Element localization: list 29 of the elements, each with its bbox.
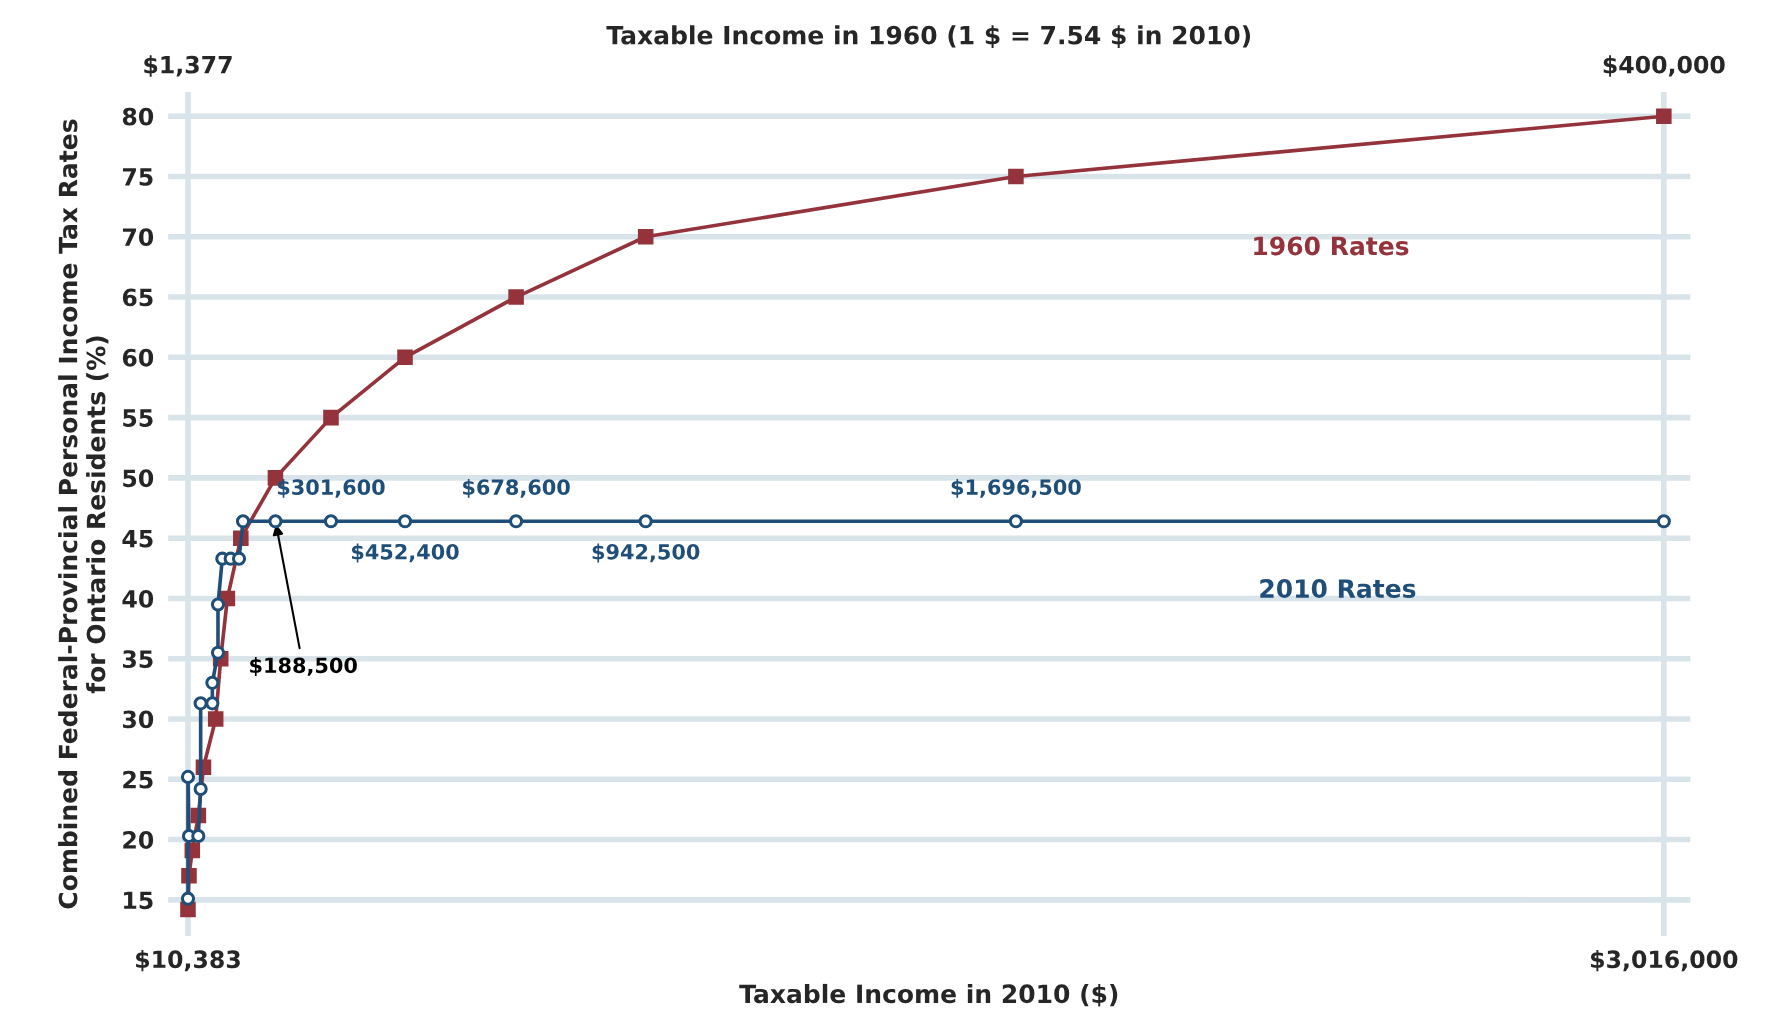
y-tick-label: 55 <box>123 409 153 427</box>
text: 2010 Rates <box>1260 579 1416 598</box>
y-tick-label: 80 <box>122 107 154 126</box>
annotation: $1,696,500 <box>951 478 1081 498</box>
y-tick-label: 15 <box>124 891 153 910</box>
x-tick-label: $10,383 <box>136 949 240 972</box>
x2-axis-title: Taxable Income in 1960 (1 $ = 7.54 $ in 2010) <box>606 25 1251 48</box>
y-tick-label: 60 <box>122 348 154 367</box>
y-tick-label: 25 <box>123 770 153 789</box>
x-axis-title: Taxable Income in 2010 ($) <box>739 983 1118 1007</box>
annotation: $678,600 <box>463 478 570 498</box>
annotation: $188,500 <box>250 657 357 676</box>
y-tick-label: 65 <box>122 288 153 307</box>
y-axis-title: Combined Federal-Provincial Personal Income Tax Rates for Ontario Residents (%) <box>58 119 109 909</box>
y-tick-label: 20 <box>123 831 154 849</box>
x2-tick-label: $1,377 <box>144 55 232 77</box>
y-tick-label: 50 <box>123 469 154 488</box>
x2-tick-label: $400,000 <box>1603 55 1725 77</box>
text: 1960 Rates <box>1254 236 1409 256</box>
y-tick-label: 45 <box>122 529 153 548</box>
y-tick-label: 40 <box>122 589 154 608</box>
annotation: $942,500 <box>592 543 700 563</box>
y-tick-label: 30 <box>122 710 154 729</box>
annotation: $452,400 <box>351 543 459 563</box>
annotation: $301,600 <box>277 478 385 498</box>
y-tick-label: 75 <box>122 168 153 186</box>
y-tick-label: 35 <box>122 650 153 669</box>
y-tick-label: 70 <box>122 228 154 247</box>
x-tick-label: $3,016,000 <box>1591 949 1738 972</box>
